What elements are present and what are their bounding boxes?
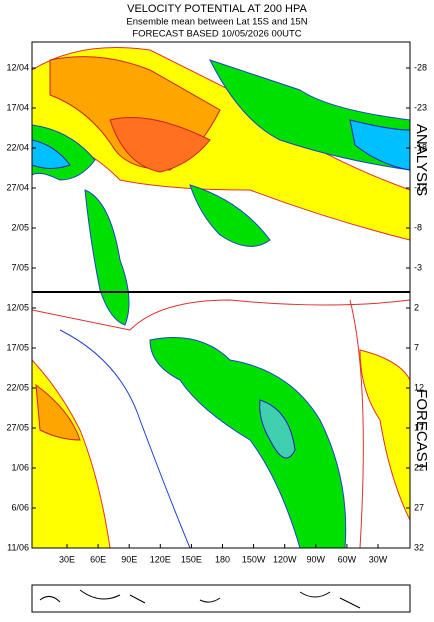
analysis-label: ANALYSIS [413, 124, 430, 196]
x-tick-label: 150W [242, 554, 266, 564]
right-tick-label: 2 [414, 302, 419, 312]
right-tick-label: -13 [414, 182, 427, 192]
y-tick-label: 17/05 [6, 342, 29, 352]
y-tick-label: 11/06 [7, 542, 29, 552]
y-tick-label: 27/05 [6, 422, 29, 432]
map-coastlines [39, 589, 361, 609]
right-tick-label: -23 [414, 102, 427, 112]
plot-frame [31, 41, 411, 549]
right-tick-label: 32 [414, 542, 424, 552]
forecast-note: FORECAST BASED 10/05/2026 00UTC [132, 29, 301, 40]
right-tick-label: 27 [414, 502, 424, 512]
y-tick-label: 6/06 [11, 502, 29, 512]
right-tick-label: -8 [414, 222, 422, 232]
right-tick-label: 17 [414, 422, 424, 432]
chart-subtitle: Ensemble mean between Lat 15S and 15N [126, 17, 307, 28]
y-tick-label: 7/05 [11, 262, 29, 272]
y-tick-label: 1/06 [11, 462, 29, 472]
x-tick-label: 60E [90, 554, 106, 564]
right-tick-label: 12 [414, 382, 424, 392]
y-tick-label: 22/04 [6, 142, 29, 152]
right-tick-label: 22 [414, 462, 424, 472]
y-tick-label: 27/04 [6, 182, 29, 192]
forecast-label: FORECAST [413, 389, 430, 471]
x-tick-label: 120W [273, 554, 297, 564]
chart-title: VELOCITY POTENTIAL AT 200 HPA [127, 3, 307, 15]
y-tick-label: 12/04 [6, 62, 29, 72]
x-tick-label: 180 [215, 554, 230, 564]
x-tick-label: 150E [181, 554, 202, 564]
map-strip [31, 584, 411, 613]
x-tick-label: 60W [338, 554, 357, 564]
right-tick-label: -3 [414, 262, 422, 272]
y-tick-label: 22/05 [6, 382, 29, 392]
right-tick-label: -18 [414, 142, 427, 152]
x-tick-label: 120E [150, 554, 171, 564]
x-tick-label: 30W [369, 554, 388, 564]
contour-field [32, 47, 410, 548]
x-tick-label: 30E [59, 554, 75, 564]
y-tick-label: 12/05 [6, 302, 29, 312]
y-tick-label: 17/04 [6, 102, 29, 112]
y-tick-label: 2/05 [11, 222, 29, 232]
right-tick-label: 7 [414, 342, 419, 352]
x-tick-label: 90E [121, 554, 137, 564]
x-tick-label: 90W [307, 554, 326, 564]
right-tick-label: -28 [414, 62, 427, 72]
